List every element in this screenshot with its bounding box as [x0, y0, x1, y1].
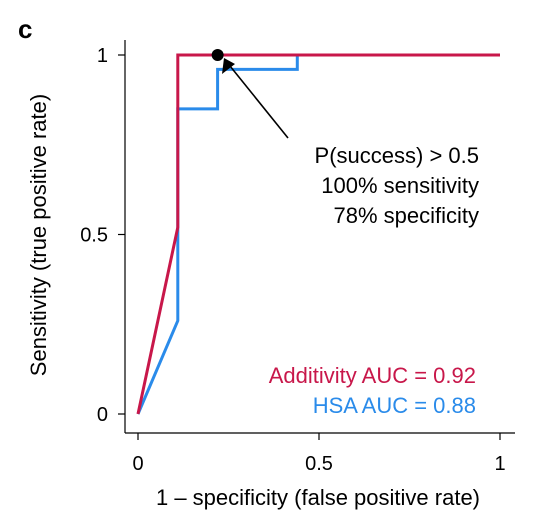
- y-tick-label: 1: [97, 45, 108, 67]
- axes: [124, 40, 515, 434]
- annotation-line-3: 78% specificity: [333, 203, 479, 228]
- series-line-additivity: [136, 53, 500, 415]
- annotation-arrow-line: [229, 65, 289, 139]
- legend: Additivity AUC = 0.92 HSA AUC = 0.88: [269, 363, 476, 418]
- highlight-point: [211, 49, 224, 61]
- series-layer: [136, 49, 500, 415]
- annotation-arrowhead: [222, 58, 235, 74]
- annotation-line-2: 100% sensitivity: [321, 173, 479, 198]
- series-line-hsa: [136, 53, 500, 415]
- annotation: P(success) > 0.5 100% sensitivity 78% sp…: [222, 58, 479, 228]
- x-tick-label: 0.5: [305, 453, 333, 475]
- x-axis-label: 1 – specificity (false positive rate): [156, 485, 480, 510]
- y-tick-label: 0.5: [80, 225, 108, 247]
- y-tick-label: 0: [97, 404, 108, 426]
- ticks: 0 0.5 1 0 0.5 1: [80, 45, 505, 475]
- panel-label: c: [18, 14, 32, 44]
- y-axis-label: Sensitivity (true positive rate): [26, 94, 51, 376]
- x-tick-label: 1: [494, 453, 505, 475]
- annotation-line-1: P(success) > 0.5: [315, 143, 479, 168]
- x-tick-label: 0: [132, 453, 143, 475]
- legend-entry-additivity: Additivity AUC = 0.92: [269, 363, 476, 388]
- legend-entry-hsa: HSA AUC = 0.88: [313, 393, 476, 418]
